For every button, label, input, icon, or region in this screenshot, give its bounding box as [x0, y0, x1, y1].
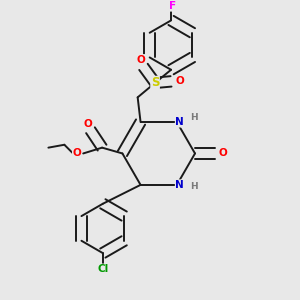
Text: N: N [176, 180, 184, 190]
Text: O: O [73, 148, 81, 158]
Text: O: O [136, 55, 145, 64]
Text: O: O [176, 76, 184, 86]
Text: F: F [169, 1, 176, 11]
Text: Cl: Cl [97, 264, 108, 274]
Text: O: O [83, 119, 92, 129]
Text: H: H [190, 113, 197, 122]
Text: H: H [190, 182, 197, 191]
Text: O: O [218, 148, 227, 158]
Text: N: N [176, 117, 184, 127]
Text: S: S [151, 76, 159, 89]
